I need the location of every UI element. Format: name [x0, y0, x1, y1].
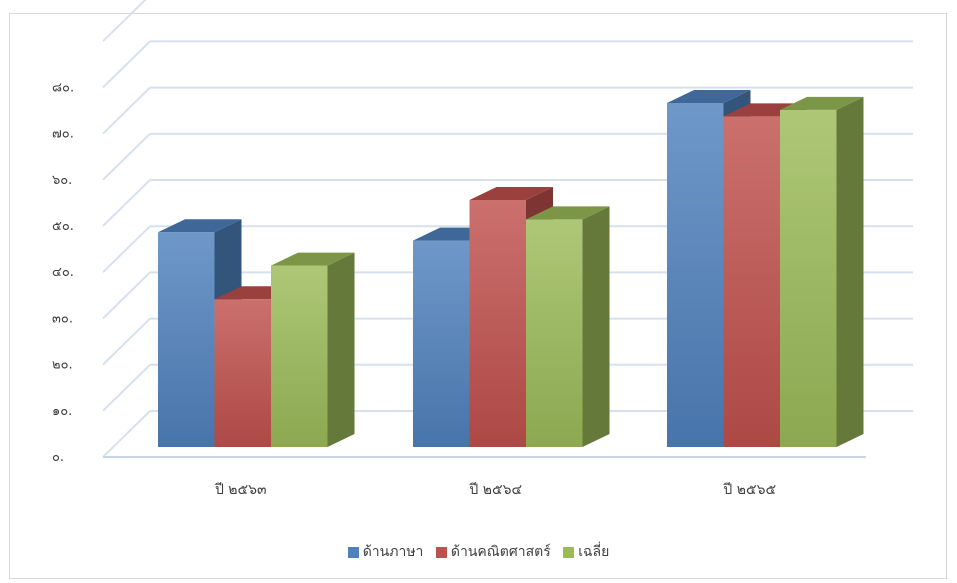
grid-wall-line: [102, 179, 151, 227]
bar-side-2-0: [327, 252, 355, 447]
legend-swatch-average: [563, 546, 575, 558]
bar-1-0: [214, 299, 271, 447]
y-tick-label: ๒๐.: [52, 358, 73, 373]
y-tick-label: ๐.: [52, 450, 64, 465]
bar-0-0: [158, 232, 215, 447]
legend-item-average: เฉลี่ย: [563, 541, 609, 563]
legend-label-math: ด้านคณิตศาสตร์: [450, 544, 551, 560]
grid-wall-line: [102, 317, 151, 366]
grid-wall-line: [102, 0, 147, 42]
bar-side-2-2: [836, 96, 864, 447]
bar-1-2: [723, 116, 780, 448]
bar-side-2-1: [582, 206, 610, 447]
bar-0-2: [667, 102, 724, 447]
legend-label-language: ด้านภาษา: [362, 544, 424, 560]
y-tick-label: ๕๐.: [52, 219, 74, 234]
bar-top-2-1: [526, 206, 610, 220]
bar-0-1: [413, 240, 470, 447]
legend-swatch-math: [435, 546, 447, 558]
y-tick-label: ๓๐.: [52, 311, 73, 326]
legend-item-math: ด้านคณิตศาสตร์: [435, 541, 551, 563]
legend-swatch-language: [347, 546, 359, 558]
bar-1-1: [469, 199, 526, 447]
bar-top-1-1: [469, 186, 553, 200]
grid-wall-line: [102, 40, 151, 89]
legend: ด้านภาษา ด้านคณิตศาสตร์ เฉลี่ย: [0, 541, 957, 563]
grid-wall-line: [102, 271, 151, 320]
bar-2-1: [526, 219, 583, 447]
grid-wall-line: [102, 364, 151, 412]
y-tick-label: ๖๐.: [52, 173, 72, 188]
grid-wall-line: [102, 86, 151, 135]
bar-top-2-2: [780, 96, 864, 110]
y-tick-label: ๑๐.: [52, 404, 72, 419]
grid-wall-line: [102, 410, 151, 458]
x-tick-label: ปี ๒๕๖๕: [723, 482, 776, 498]
legend-label-average: เฉลี่ย: [578, 544, 610, 560]
bar-top-0-2: [667, 89, 751, 103]
x-tick-label: ปี ๒๕๖๓: [214, 482, 266, 498]
bar-top-0-0: [158, 219, 242, 233]
grid-wall-line: [102, 225, 151, 273]
x-tick-label: ปี ๒๕๖๔: [469, 482, 522, 498]
y-tick-label: ๔๐.: [52, 265, 74, 280]
bar-2-2: [780, 109, 837, 447]
bar-top-2-0: [271, 252, 355, 266]
legend-item-language: ด้านภาษา: [347, 541, 424, 563]
grid-wall-line: [102, 133, 151, 181]
y-tick-label: ๘๐.: [52, 80, 74, 95]
y-tick-label: ๗๐.: [52, 127, 74, 142]
bar-2-0: [271, 265, 328, 447]
